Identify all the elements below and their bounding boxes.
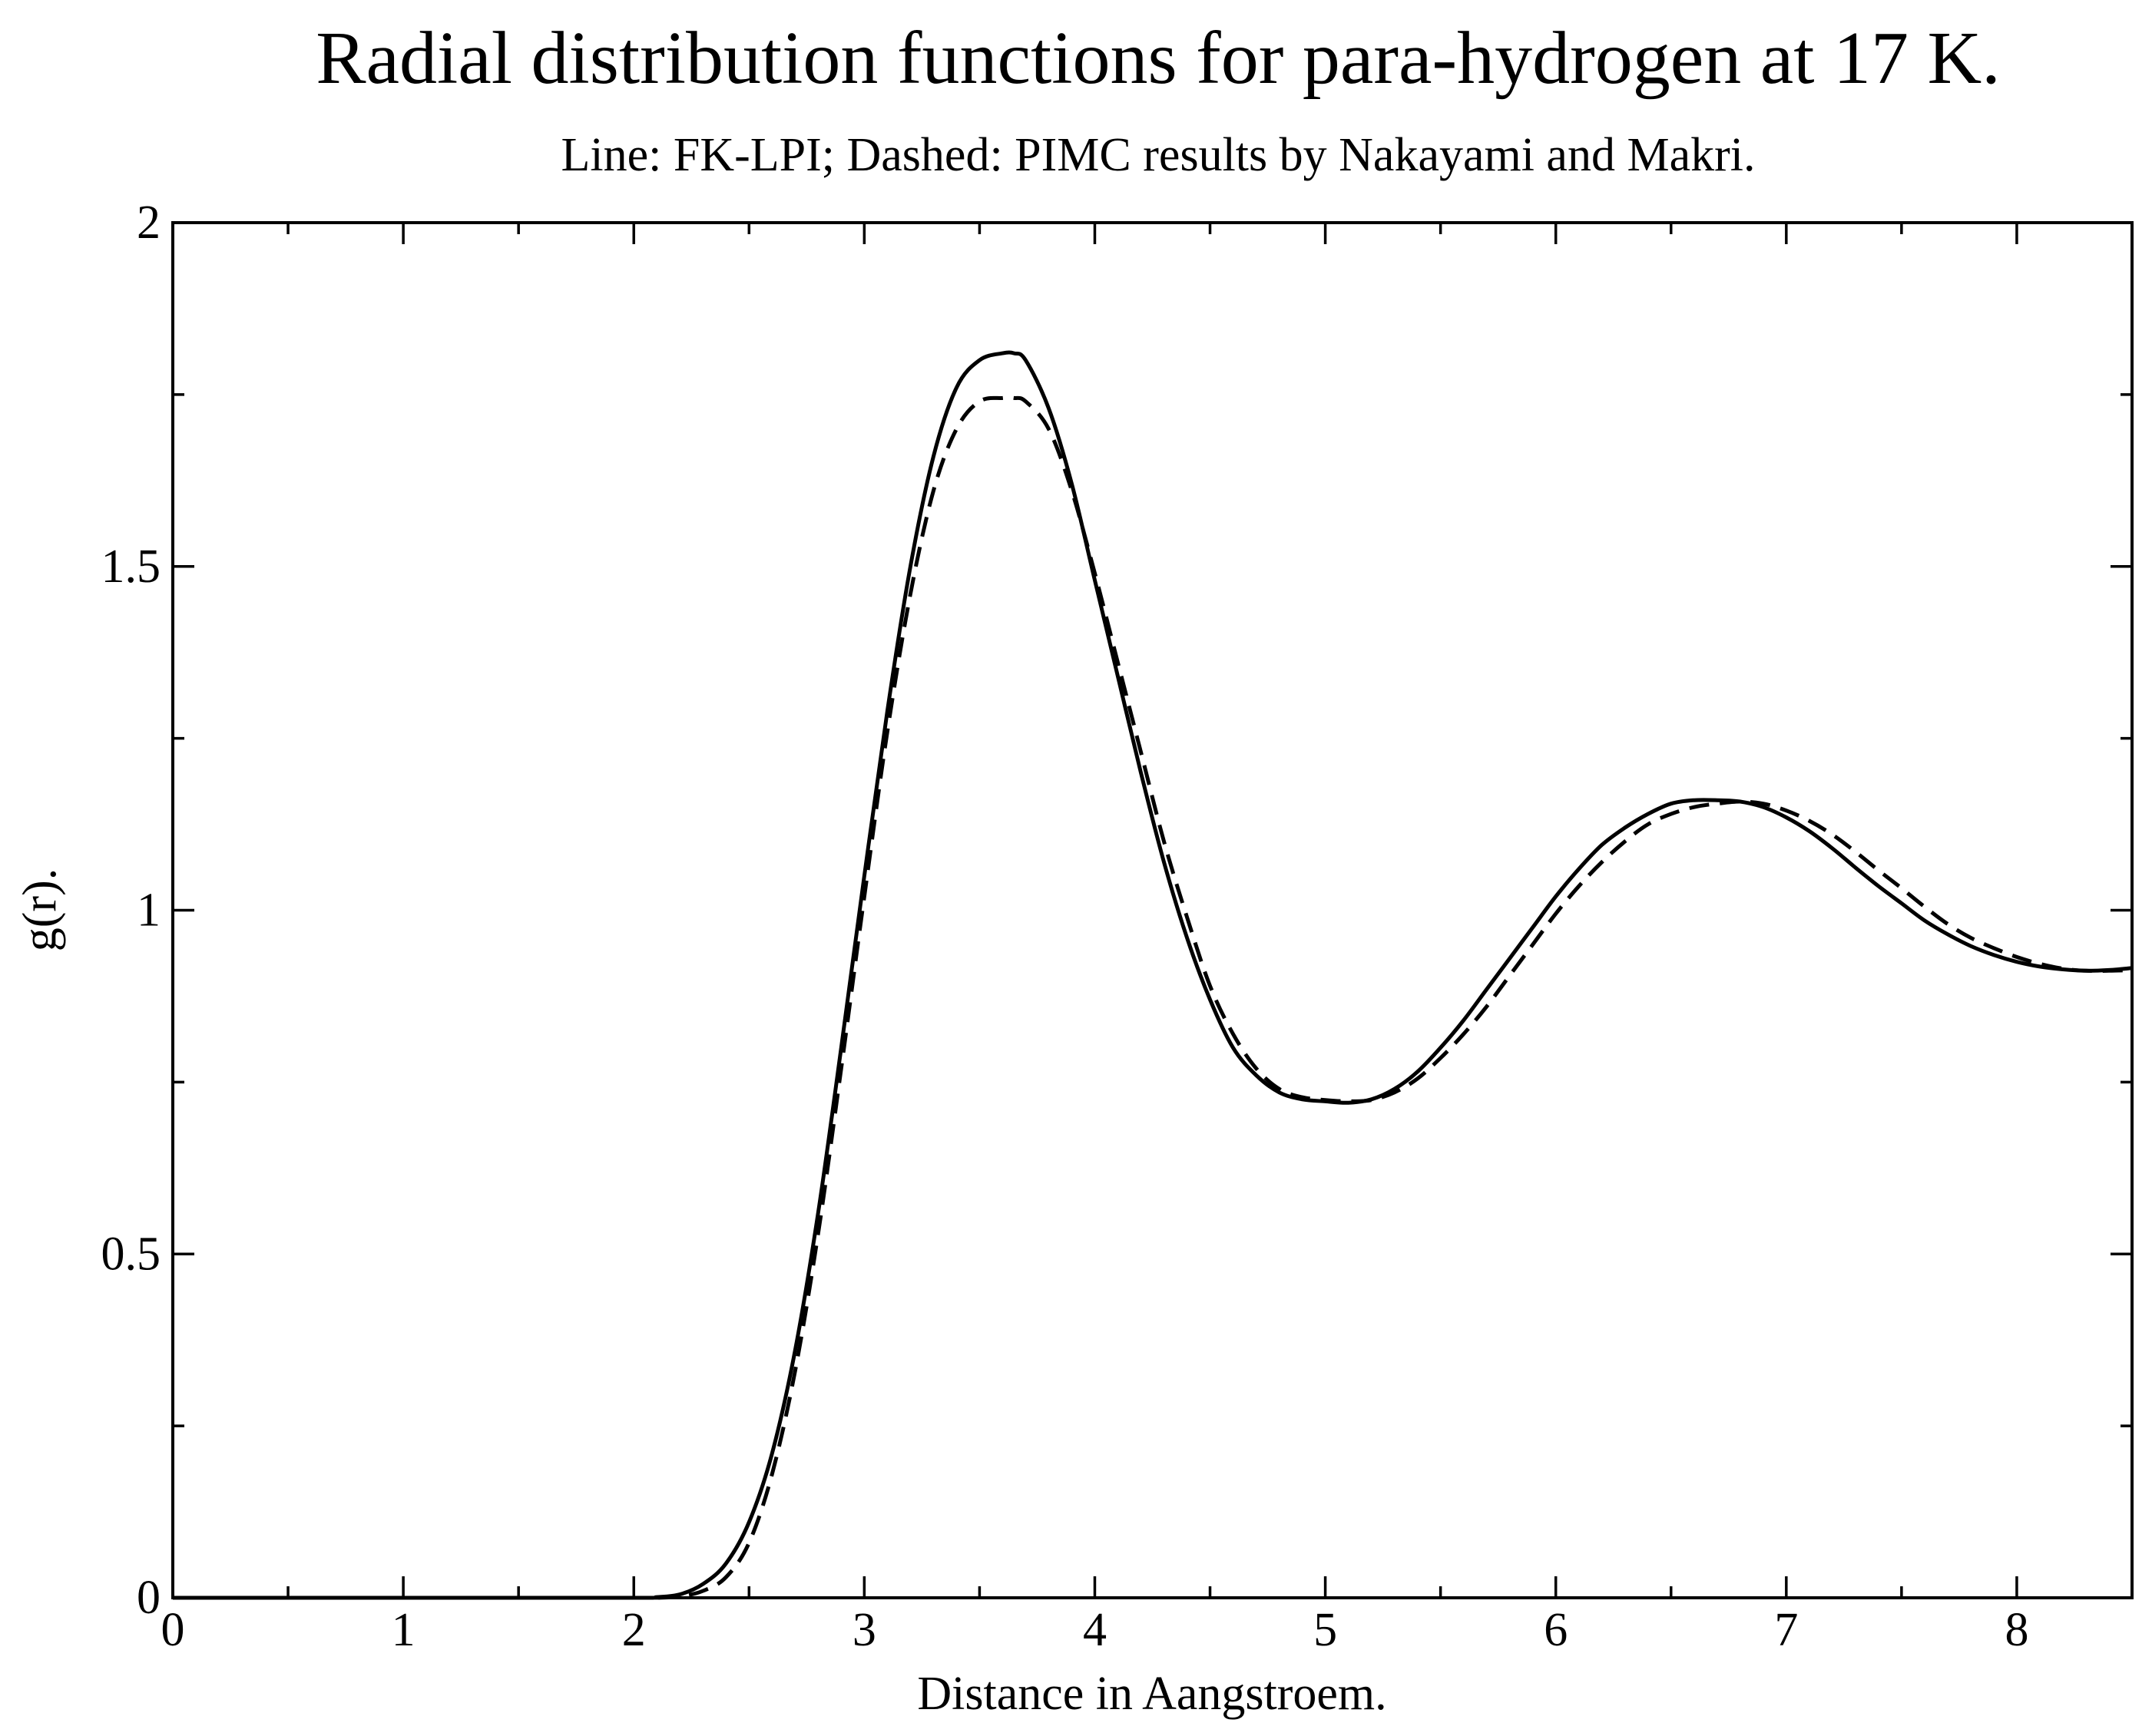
x-tick-label: 7 [1774, 1604, 1798, 1656]
x-tick-label: 0 [161, 1604, 185, 1656]
x-tick-label: 4 [1083, 1604, 1107, 1656]
y-tick-label: 1.5 [101, 541, 161, 593]
chart-title: Radial distribution functions for para-h… [316, 17, 2001, 100]
y-tick-label: 1 [137, 885, 161, 937]
series-pimc-dashed-line [172, 395, 2133, 1600]
tick-labels: 0 1 2 3 4 5 6 7 8 0 0.5 1 1.5 2 [101, 197, 2029, 1656]
x-tick-label: 6 [1544, 1604, 1568, 1656]
x-tick-label: 3 [853, 1604, 876, 1656]
y-tick-label: 2 [137, 197, 161, 249]
x-tick-label: 8 [2005, 1604, 2028, 1656]
series-layer [172, 350, 2133, 1600]
tick-marks [171, 221, 2134, 1599]
x-tick-label: 5 [1313, 1604, 1337, 1656]
x-tick-label: 1 [392, 1604, 416, 1656]
chart-subtitle: Line: FK-LPI; Dashed: PIMC results by Na… [561, 129, 1756, 181]
plot-frame [171, 221, 2134, 1599]
y-axis-label: g(r). [14, 868, 66, 951]
series-fk-lpi-solid-line [172, 350, 2133, 1600]
y-tick-label: 0.5 [101, 1228, 161, 1280]
x-axis-label: Distance in Aangstroem. [917, 1668, 1386, 1720]
y-tick-label: 0 [137, 1572, 161, 1624]
x-tick-label: 2 [622, 1604, 646, 1656]
